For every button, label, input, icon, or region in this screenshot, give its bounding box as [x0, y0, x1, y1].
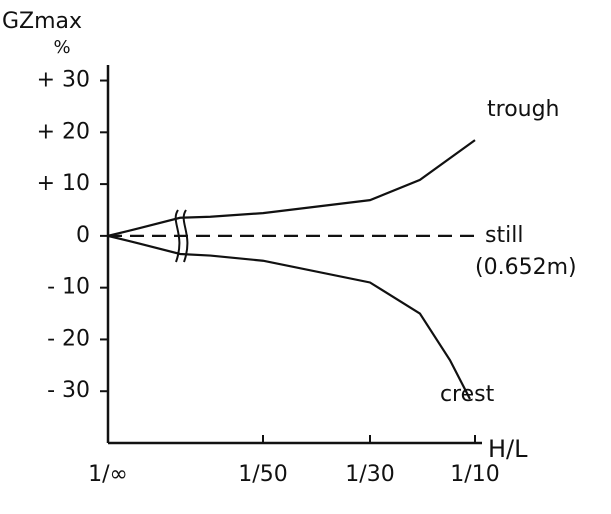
- x-tick-label: 1/30: [345, 462, 394, 487]
- line-series: [107, 139, 476, 237]
- y-tick-label: + 10: [37, 171, 90, 196]
- y-tick-label: - 20: [47, 326, 90, 351]
- x-tick-label: 1/10: [450, 462, 499, 487]
- y-tick-label: - 30: [47, 378, 90, 403]
- x-axis-label: H/L: [488, 435, 528, 463]
- line-series: [107, 234, 471, 400]
- annotation: (0.652m): [475, 255, 577, 280]
- x-tick-label: 1/∞: [88, 462, 128, 487]
- series-label: crest: [440, 382, 495, 407]
- y-axis-unit: %: [53, 37, 70, 58]
- y-axis-label: GZmax: [2, 9, 82, 34]
- y-tick-label: + 30: [37, 68, 90, 93]
- y-tick-label: - 10: [47, 275, 90, 300]
- series-label: still: [485, 223, 523, 248]
- y-tick-label: 0: [76, 223, 90, 248]
- series-label: trough: [487, 97, 560, 122]
- x-tick-label: 1/50: [238, 462, 287, 487]
- y-tick-label: + 20: [37, 119, 90, 144]
